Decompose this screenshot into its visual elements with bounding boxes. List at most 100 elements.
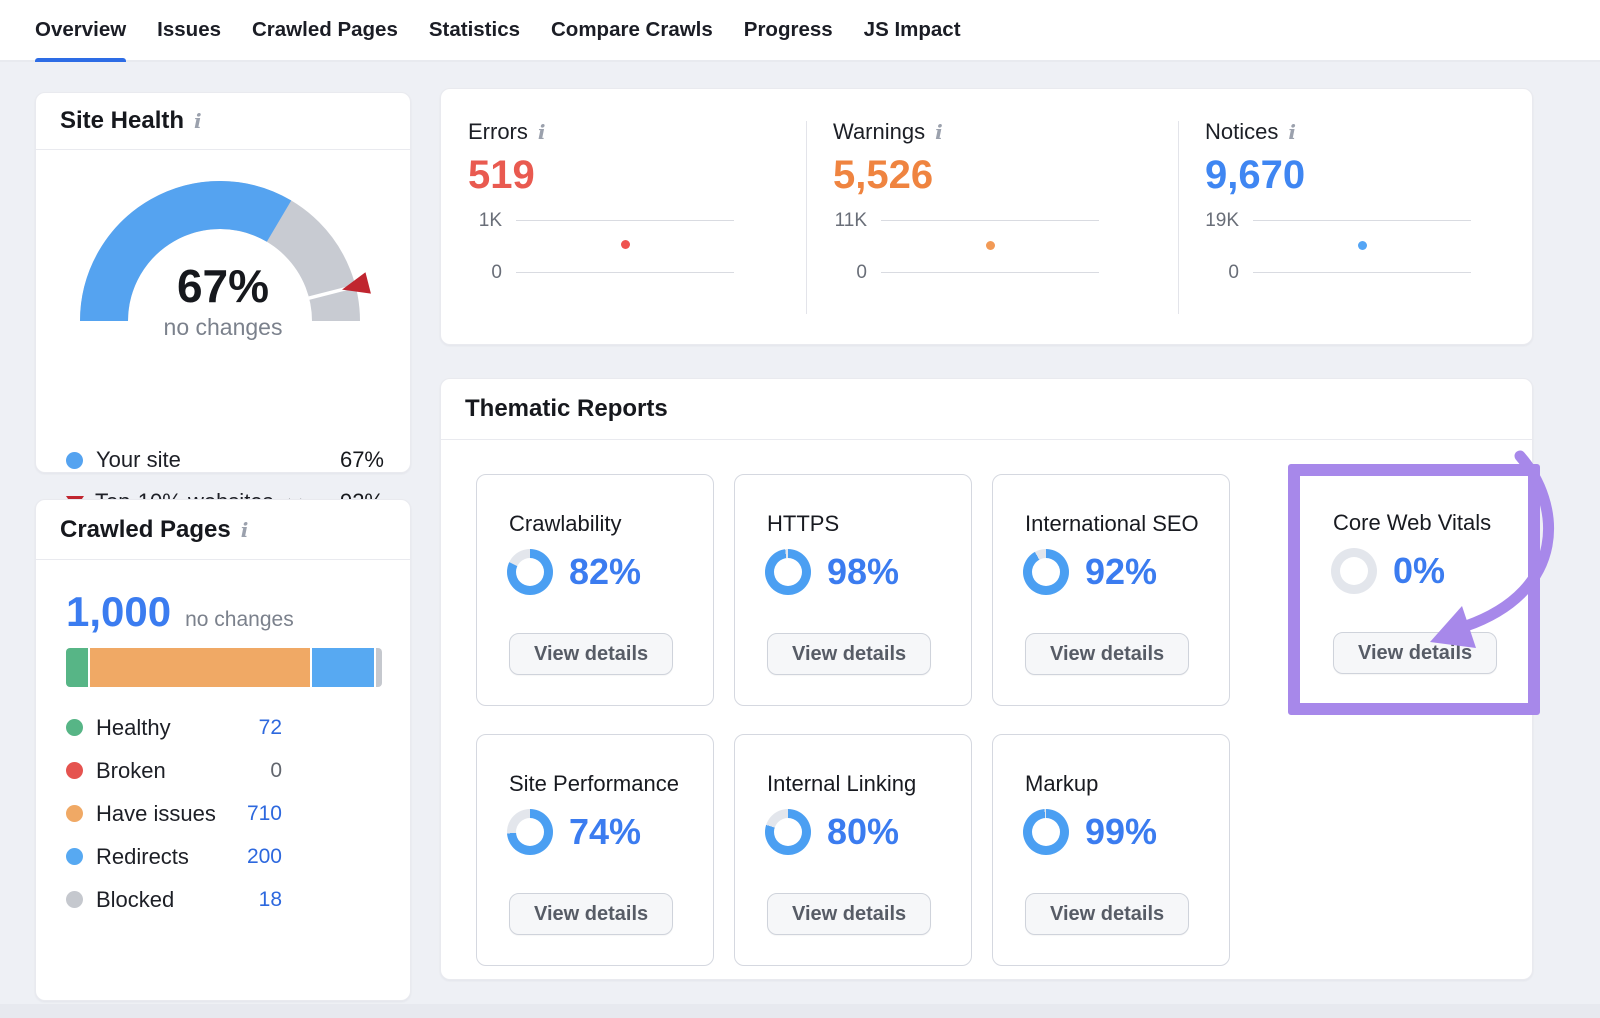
report-card-https: HTTPS 98% View details — [734, 474, 972, 706]
notices-label: Notices — [1205, 119, 1279, 144]
tab-label: Statistics — [428, 18, 520, 41]
report-title: Site Performance — [509, 771, 679, 796]
info-icon[interactable]: i — [1288, 120, 1296, 144]
legend-label: Broken — [96, 757, 166, 783]
axis-max-label: 11K — [834, 210, 867, 231]
progress-ring-icon — [1023, 809, 1069, 855]
warnings-trend-chart: 11K 0 — [833, 210, 1158, 292]
redirects-count-link[interactable]: 200 — [246, 844, 282, 868]
legend-label: Healthy — [96, 714, 171, 740]
tab-label: Compare Crawls — [551, 18, 713, 41]
axis-min-label: 0 — [491, 262, 502, 283]
tab-crawled-pages[interactable]: Crawled Pages — [252, 0, 398, 60]
view-details-button[interactable]: View details — [767, 633, 932, 675]
page-bottom-strip — [0, 1004, 1600, 1018]
report-percent: 92% — [1085, 551, 1158, 592]
errors-trend-point[interactable] — [621, 240, 630, 250]
errors-trend-chart: 1K 0 — [468, 210, 786, 292]
tab-js-impact[interactable]: JS Impact — [864, 0, 961, 60]
bar-segment-have-issues[interactable] — [90, 648, 311, 687]
your-site-dot-icon — [66, 451, 83, 469]
warnings-trend-point[interactable] — [986, 240, 995, 250]
healthy-count-link[interactable]: 72 — [258, 715, 282, 739]
notices-trend-point[interactable] — [1358, 240, 1367, 250]
view-details-button[interactable]: View details — [1333, 632, 1498, 674]
progress-ring-icon — [1331, 548, 1377, 594]
have-issues-dot-icon — [66, 805, 83, 822]
report-title: Crawlability — [509, 511, 622, 536]
errors-value[interactable]: 519 — [468, 153, 535, 197]
progress-ring-icon — [507, 549, 553, 595]
legend-label: Redirects — [96, 843, 189, 869]
tab-label: Overview — [35, 18, 127, 41]
progress-ring-icon — [765, 809, 811, 855]
warnings-column: Warnings i 5,526 11K 0 — [806, 89, 1178, 344]
legend-row-broken: Broken 0 — [66, 749, 282, 792]
report-card-core-web-vitals: Core Web Vitals 0% View details — [1301, 474, 1529, 706]
healthy-dot-icon — [66, 719, 83, 736]
site-health-title: Site Health — [60, 107, 185, 134]
view-details-button[interactable]: View details — [767, 893, 932, 935]
view-details-button[interactable]: View details — [509, 633, 674, 675]
axis-min-label: 0 — [856, 262, 867, 283]
site-health-header: Site Health i — [36, 93, 410, 150]
info-icon[interactable]: i — [194, 109, 202, 133]
report-percent: 98% — [827, 551, 900, 592]
active-tab-underline — [35, 58, 127, 62]
crawled-pages-change: no changes — [185, 608, 294, 631]
report-card-crawlability: Crawlability 82% View details — [476, 474, 714, 706]
crawled-pages-header: Crawled Pages i — [36, 500, 410, 560]
bar-segment-blocked[interactable] — [376, 648, 382, 687]
progress-ring-icon — [1023, 549, 1069, 595]
broken-dot-icon — [66, 762, 83, 779]
tab-label: Crawled Pages — [252, 18, 398, 41]
top-navigation: Overview Issues Crawled Pages Statistics… — [0, 0, 1600, 62]
legend-label: Blocked — [96, 886, 175, 912]
notices-trend-chart: 19K 0 — [1205, 210, 1514, 292]
redirects-dot-icon — [66, 848, 83, 865]
crawled-pages-total: 1,000 — [66, 588, 172, 635]
tab-overview[interactable]: Overview — [35, 0, 127, 62]
info-icon[interactable]: i — [935, 120, 943, 144]
errors-label: Errors — [468, 119, 528, 144]
tab-compare-crawls[interactable]: Compare Crawls — [551, 0, 713, 60]
warnings-value[interactable]: 5,526 — [833, 153, 934, 197]
crawled-pages-card: Crawled Pages i 1,000 no changes Healthy… — [35, 499, 411, 1001]
tab-statistics[interactable]: Statistics — [429, 0, 520, 60]
view-details-button[interactable]: View details — [1025, 633, 1190, 675]
report-percent: 0% — [1393, 550, 1446, 591]
thematic-reports-card: Thematic Reports Crawlability 82% View d… — [440, 378, 1533, 980]
progress-ring-icon — [507, 809, 553, 855]
report-title: Markup — [1025, 771, 1099, 796]
crawled-pages-legend: Healthy 72 Broken 0 Have issues 710 Redi… — [66, 706, 282, 921]
have-issues-count-link[interactable]: 710 — [246, 801, 282, 825]
crawled-pages-title: Crawled Pages — [60, 515, 231, 543]
progress-ring-icon — [765, 549, 811, 595]
legend-row-have-issues: Have issues 710 — [66, 792, 282, 835]
report-card-international-seo: International SEO 92% View details — [992, 474, 1230, 706]
report-card-markup: Markup 99% View details — [992, 734, 1230, 966]
axis-max-label: 1K — [478, 210, 502, 231]
issues-summary-card: Errors i 519 1K 0 — [440, 88, 1533, 345]
view-details-button[interactable]: View details — [509, 893, 674, 935]
errors-column: Errors i 519 1K 0 — [441, 89, 806, 344]
report-title: Internal Linking — [767, 771, 917, 796]
tab-issues[interactable]: Issues — [157, 0, 221, 60]
info-icon[interactable]: i — [240, 517, 249, 542]
bar-segment-healthy[interactable] — [66, 648, 89, 687]
thematic-reports-title: Thematic Reports — [465, 395, 668, 422]
notices-value[interactable]: 9,670 — [1205, 153, 1306, 197]
crawled-pages-total-row: 1,000 no changes — [66, 588, 294, 636]
bar-segment-redirects[interactable] — [312, 648, 375, 687]
report-card-internal-linking: Internal Linking 80% View details — [734, 734, 972, 966]
blocked-count-link[interactable]: 18 — [258, 887, 282, 911]
legend-row-blocked: Blocked 18 — [66, 878, 282, 921]
view-details-button[interactable]: View details — [1025, 893, 1190, 935]
report-title: International SEO — [1025, 511, 1199, 536]
info-icon[interactable]: i — [537, 120, 546, 144]
report-percent: 80% — [827, 811, 900, 852]
report-percent: 99% — [1085, 811, 1158, 852]
tab-progress[interactable]: Progress — [744, 0, 833, 60]
report-title: Core Web Vitals — [1333, 510, 1492, 535]
